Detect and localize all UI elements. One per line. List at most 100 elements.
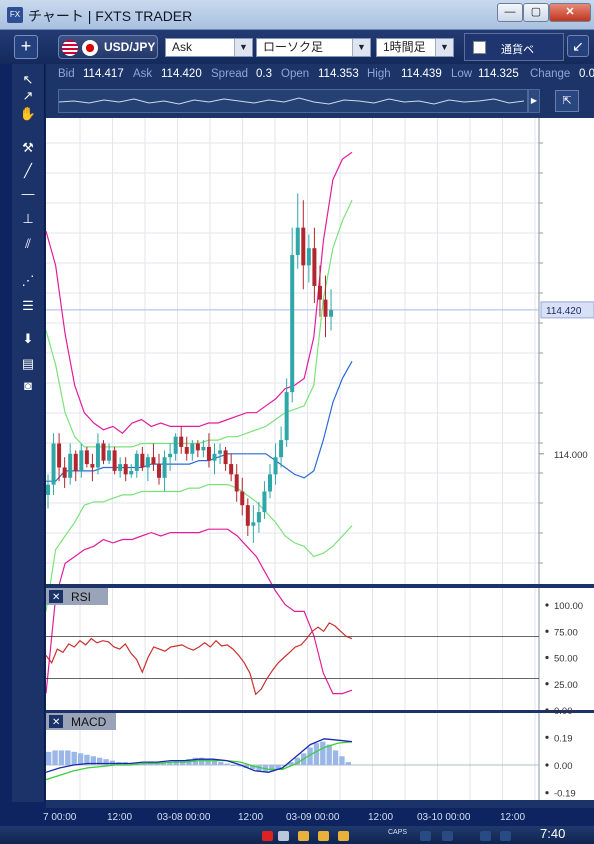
candle-body [262,491,267,513]
macd-histogram-bar [230,765,237,766]
rsi-close-button[interactable] [49,590,63,603]
candle-body [195,443,200,451]
sparkline-path [58,97,525,105]
trendline-icon[interactable]: ╱ [24,163,32,178]
maximize-button[interactable]: ▢ [523,3,549,22]
macd-histogram-bar [77,753,84,765]
time-tick-label: 03-08 00:00 [157,812,211,823]
rsi-title: RSI [71,590,91,604]
title-bar[interactable]: FX チャート | FXTS TRADER — ▢ ✕ [0,0,594,30]
candle-body [323,299,328,317]
candle-body [46,484,50,495]
candle-body [301,227,306,266]
price-type-value: Ask [172,40,193,54]
horizontal-line-icon[interactable]: — [21,186,35,201]
tray-folder-icon[interactable] [338,831,349,841]
moving-average-line [46,361,353,482]
minimize-button[interactable]: — [497,3,523,22]
time-tick-label: 12:00 [107,812,133,823]
tray-monitor-icon[interactable] [420,831,431,841]
chart-area[interactable]: 114.420 114.000 ✕ RSI 100.00 75.00 50.00 25.00 0… [46,118,594,808]
spread-label: Spread [211,68,249,80]
candle-body [190,443,195,454]
candle-body [118,464,123,471]
macd-header-tab[interactable] [46,713,116,730]
macd-histogram-bar [179,760,186,765]
tray-network-icon[interactable] [278,831,289,841]
crosshair-select-icon[interactable]: ↗ [22,88,34,103]
left-frame [0,64,12,844]
chevron-down-icon: ▼ [435,39,453,56]
time-axis: 7 00:00 12:00 03-08 00:00 12:00 03-09 00:00 1… [0,808,594,826]
chart-settings-button[interactable]: ⇱ [555,90,579,112]
candle-body [123,464,128,475]
change-value: 0.0 [579,68,594,80]
tray-flag-icon[interactable] [500,831,511,841]
drawing-tools-panel: ↖ ↗ ✋ ⚒ ╱ — ⊥ ⫽ ⋰ ☰ ⬇ ▤ ◙ [12,64,45,802]
macd-histogram-bar [90,756,96,765]
price-type-select[interactable]: Ask ▼ [165,38,253,57]
tray-speaker-icon[interactable] [480,831,491,841]
candle-body [256,512,261,523]
tray-folder-icon[interactable] [318,831,329,841]
macd-histogram-bar [109,760,116,765]
macd-histogram-bar [269,765,275,771]
tray-alert-icon[interactable] [262,831,273,841]
vertical-line-icon[interactable]: ⊥ [22,211,34,226]
macd-close-button[interactable] [49,715,63,728]
time-tick-label: 12:00 [500,812,526,823]
hand-pan-icon[interactable]: ✋ [19,106,37,121]
camera-icon[interactable]: ◙ [24,378,32,393]
caps-lock-indicator: CAPS [388,829,408,836]
hammer-icon[interactable]: ⚒ [22,140,34,155]
candle-body [84,450,89,465]
tray-folder-icon[interactable] [298,831,309,841]
macd-histogram-bar [46,751,52,765]
macd-histogram-bar [65,750,71,765]
currency-strength-checkbox[interactable] [473,41,486,54]
popout-button[interactable]: ↙ [567,35,589,57]
candle-body [251,522,256,526]
channel-icon[interactable]: ⫽ [25,236,31,251]
rsi-tick-label: 0.00 [554,706,573,717]
windows-taskbar: CAPS 7:40 [0,826,594,844]
candle-body [173,436,178,454]
rsi-tick-dot [545,682,549,686]
macd-tick-label: -0.19 [554,789,576,800]
currency-strength-toggle[interactable]: 通貨ベ [464,33,564,61]
candle-body [273,457,278,475]
bollinger-inner-lower-band [46,484,353,612]
currency-pair-button[interactable]: USD/JPY [58,35,158,59]
fibonacci-fan-icon[interactable]: ⋰ [21,273,35,288]
close-button[interactable]: ✕ [549,3,591,22]
candle-body [212,453,217,461]
fibonacci-levels-icon[interactable]: ☰ [22,298,34,313]
time-tick-label: 03-09 00:00 [286,812,340,823]
macd-histogram-bar [332,750,339,765]
candle-body [284,392,289,441]
clock: 7:40 [540,826,566,841]
tray-ime-icon[interactable] [442,831,453,841]
macd-histogram-bar [58,750,65,765]
candle-body [240,491,245,506]
candle-body [68,453,73,478]
download-icon[interactable]: ⬇ [22,331,34,346]
navigator-sparkline[interactable] [58,89,528,113]
rsi-tick-label: 25.00 [554,680,578,691]
navigator-scroll-right[interactable]: ▶ [528,89,540,113]
low-label: Low [451,68,473,80]
candle-body [279,440,284,458]
list-icon[interactable]: ▤ [21,356,35,371]
candle-body [229,464,234,475]
arrow-select-icon[interactable]: ↖ [22,72,34,87]
period-select[interactable]: 1時間足 ▼ [376,38,454,57]
candle-body [51,443,56,485]
candle-body [317,285,322,300]
candle-body [157,464,161,478]
bid-label: Bid [58,68,75,80]
add-chart-button[interactable]: + [14,35,38,59]
macd-title: MACD [71,715,107,729]
jp-flag-icon [82,40,98,56]
chart-type-select[interactable]: ローソク足 ▼ [256,38,371,57]
